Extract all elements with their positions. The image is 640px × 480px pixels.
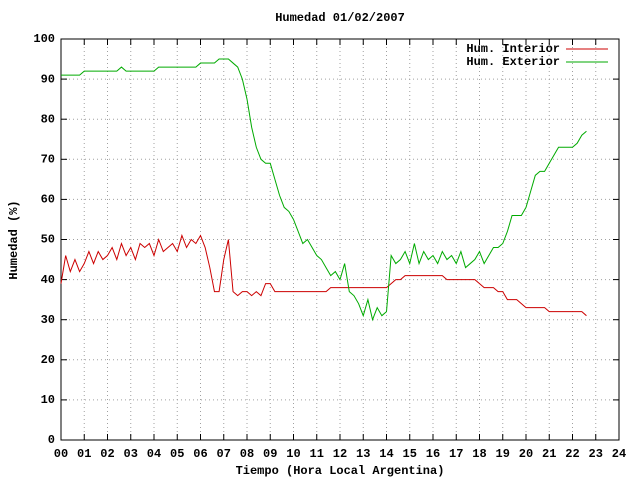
plot-frame <box>60 38 620 441</box>
x-tick-label: 22 <box>565 447 579 461</box>
y-tick-label: 70 <box>41 152 55 166</box>
y-tick-label: 50 <box>41 233 55 247</box>
chart-title: Humedad 01/02/2007 <box>275 11 405 25</box>
y-axis-label: Humedad (%) <box>7 200 21 279</box>
x-axis-label: Tiempo (Hora Local Argentina) <box>236 464 445 478</box>
x-tick-label: 01 <box>77 447 91 461</box>
x-tick-label: 18 <box>472 447 486 461</box>
y-tick-label: 60 <box>41 193 55 207</box>
x-tick-label: 08 <box>240 447 254 461</box>
x-tick-label: 20 <box>519 447 533 461</box>
y-tick-label: 0 <box>48 433 55 447</box>
x-tick-label: 04 <box>147 447 161 461</box>
series-line <box>61 58 587 322</box>
x-tick-label: 12 <box>333 447 347 461</box>
x-tick-label: 05 <box>170 447 184 461</box>
y-tick-label: 30 <box>41 313 55 327</box>
x-tick-label: 02 <box>100 447 114 461</box>
x-tick-label: 13 <box>356 447 370 461</box>
y-tick-label: 100 <box>33 32 55 46</box>
x-tick-label: 07 <box>217 447 231 461</box>
x-tick-label: 14 <box>379 447 393 461</box>
y-tick-label: 90 <box>41 72 55 86</box>
x-tick-label: 11 <box>310 447 324 461</box>
x-tick-label: 23 <box>589 447 603 461</box>
x-tick-label: 10 <box>286 447 300 461</box>
y-tick-label: 40 <box>41 273 55 287</box>
x-tick-label: 19 <box>496 447 510 461</box>
x-tick-label: 17 <box>449 447 463 461</box>
legend-label: Hum. Interior <box>466 42 560 56</box>
x-tick-label: 00 <box>54 447 68 461</box>
x-tick-label: 15 <box>403 447 417 461</box>
x-tick-label: 21 <box>542 447 556 461</box>
y-tick-label: 10 <box>41 393 55 407</box>
y-tick-label: 80 <box>41 112 55 126</box>
series-line <box>60 233 587 317</box>
x-tick-label: 06 <box>193 447 207 461</box>
x-tick-label: 16 <box>426 447 440 461</box>
y-tick-label: 20 <box>41 353 55 367</box>
legend-label: Hum. Exterior <box>466 55 560 69</box>
x-tick-label: 24 <box>612 447 626 461</box>
x-tick-label: 09 <box>263 447 277 461</box>
x-tick-label: 03 <box>124 447 138 461</box>
